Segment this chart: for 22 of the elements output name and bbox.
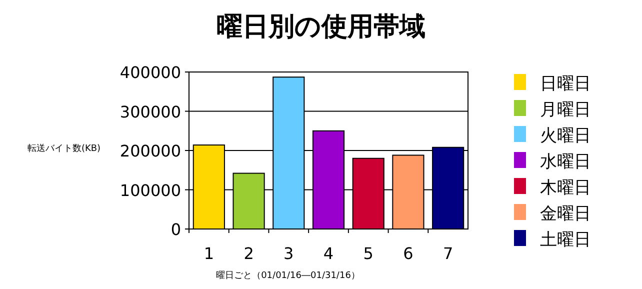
x-tick-label: 6: [403, 244, 414, 263]
x-tick-label: 2: [244, 244, 254, 263]
x-tick-label: 1: [204, 244, 214, 263]
legend-label: 火曜日: [540, 126, 591, 146]
legend-label: 金曜日: [540, 204, 591, 224]
legend-label: 土曜日: [540, 230, 591, 250]
y-tick-label: 200000: [120, 142, 181, 160]
chart-title: 曜日別の使用帯域: [216, 12, 426, 42]
y-tick-label: 100000: [120, 180, 181, 200]
legend-label: 日曜日: [540, 74, 591, 94]
y-axis-title: 転送バイト数(KB): [27, 143, 101, 154]
x-axis-title: 曜日ごと（01/01/16―01/31/16）: [216, 270, 360, 281]
x-tick-label: 3: [284, 244, 294, 263]
y-tick-label: 0: [170, 220, 181, 239]
x-tick-label: 7: [442, 244, 454, 263]
legend-label: 水曜日: [540, 152, 591, 172]
legend-label: 月曜日: [540, 100, 591, 120]
legend-label: 木曜日: [540, 178, 591, 198]
x-tick-label: 4: [323, 244, 334, 263]
x-tick-label: 5: [363, 244, 374, 263]
y-tick-label: 400000: [120, 63, 181, 82]
y-tick-label: 300000: [120, 102, 181, 122]
